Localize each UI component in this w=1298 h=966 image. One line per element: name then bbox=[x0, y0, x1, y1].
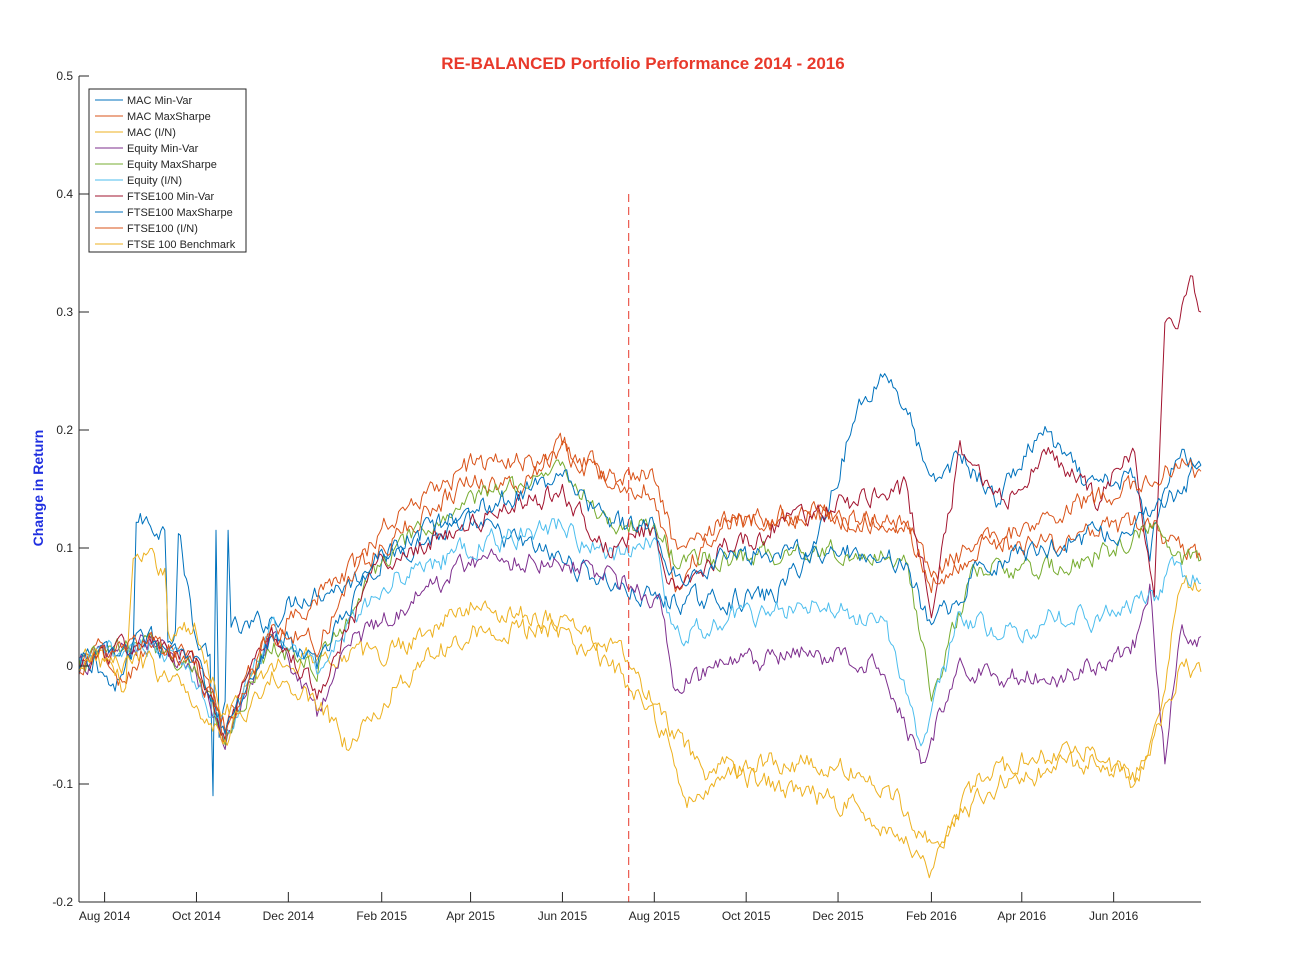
legend-entry: FTSE100 MaxSharpe bbox=[127, 207, 233, 219]
y-tick-label: -0.1 bbox=[52, 777, 73, 791]
legend-entry: MAC Min-Var bbox=[127, 95, 193, 107]
y-tick-label: 0.2 bbox=[56, 423, 73, 437]
x-tick-label: Apr 2015 bbox=[446, 909, 495, 923]
y-tick-label: -0.2 bbox=[52, 895, 73, 909]
y-tick-label: 0.4 bbox=[56, 187, 73, 201]
series-line-mac-i-n- bbox=[78, 547, 1202, 847]
legend-entry: MAC (I/N) bbox=[127, 127, 176, 139]
series-line-equity-i-n- bbox=[78, 518, 1202, 747]
y-axis-label: Change in Return bbox=[30, 430, 46, 547]
series-line-ftse100-i-n- bbox=[78, 440, 1202, 742]
x-tick-label: Feb 2016 bbox=[906, 909, 957, 923]
series-line-ftse100-maxsharpe bbox=[78, 463, 1202, 735]
axes-layer: -0.2 -0.1 0 0.1 0.2 0.3 0.4 0.5 Aug 2014 Oct 2014… bbox=[52, 69, 1201, 923]
x-tick-label: Aug 2014 bbox=[79, 909, 131, 923]
x-tick-label: Dec 2014 bbox=[263, 909, 315, 923]
y-tick-label: 0.1 bbox=[56, 541, 73, 555]
x-tick-label: Apr 2016 bbox=[997, 909, 1046, 923]
chart-title: RE-BALANCED Portfolio Performance 2014 -… bbox=[441, 54, 844, 73]
x-tick-label: Feb 2015 bbox=[356, 909, 407, 923]
series-line-mac-maxsharpe bbox=[78, 432, 1202, 733]
series-line-ftse-100-benchmark bbox=[78, 618, 1202, 879]
legend-entry: Equity (I/N) bbox=[127, 175, 182, 187]
legend-entry: Equity MaxSharpe bbox=[127, 159, 217, 171]
series-line-equity-maxsharpe bbox=[78, 459, 1202, 746]
y-tick-label: 0.5 bbox=[56, 69, 73, 83]
x-tick-label: Dec 2015 bbox=[812, 909, 864, 923]
y-tick-label: 0.3 bbox=[56, 305, 73, 319]
x-tick-label: Oct 2015 bbox=[722, 909, 771, 923]
series-layer bbox=[78, 275, 1202, 879]
legend: MAC Min-Var MAC MaxSharpe MAC (I/N) Equity … bbox=[88, 88, 247, 253]
legend-entry: Equity Min-Var bbox=[127, 143, 199, 155]
legend-entry: FTSE 100 Benchmark bbox=[127, 239, 236, 251]
series-line-mac-min-var bbox=[78, 373, 1202, 797]
legend-entry: FTSE100 (I/N) bbox=[127, 223, 198, 235]
x-tick-label: Oct 2014 bbox=[172, 909, 221, 923]
series-line-equity-min-var bbox=[78, 548, 1202, 765]
y-tick-label: 0 bbox=[66, 659, 73, 673]
legend-entry: FTSE100 Min-Var bbox=[127, 191, 215, 203]
x-tick-label: Jun 2016 bbox=[1089, 909, 1139, 923]
x-tick-label: Jun 2015 bbox=[538, 909, 588, 923]
legend-entry: MAC MaxSharpe bbox=[127, 111, 211, 123]
x-tick-label: Aug 2015 bbox=[629, 909, 681, 923]
